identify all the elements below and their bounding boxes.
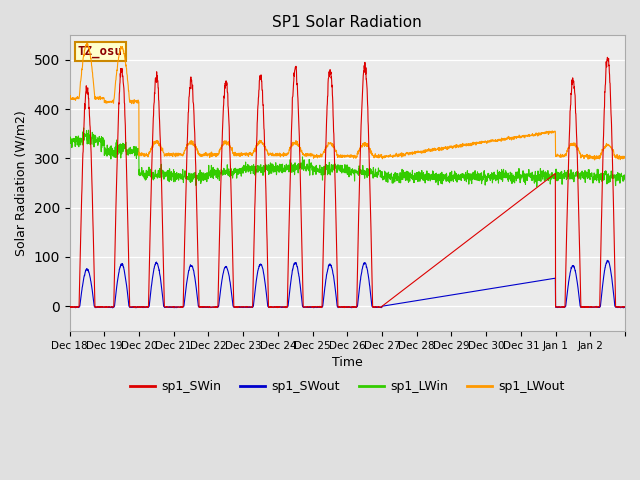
sp1_SWin xyxy=(614,304,621,310)
Y-axis label: Solar Radiation (W/m2): Solar Radiation (W/m2) xyxy=(15,110,28,256)
sp1_SWout xyxy=(241,304,249,310)
sp1_SWout xyxy=(515,281,522,287)
sp1_SWout xyxy=(122,274,129,280)
sp1_LWout xyxy=(614,156,621,161)
sp1_LWin xyxy=(614,173,621,179)
sp1_LWin xyxy=(241,167,249,172)
sp1_LWout xyxy=(515,134,522,140)
sp1_LWin xyxy=(122,144,129,149)
sp1_LWout xyxy=(381,154,388,160)
sp1_LWin xyxy=(621,176,628,182)
sp1_SWout xyxy=(614,305,621,311)
sp1_SWin xyxy=(121,117,129,122)
sp1_LWout xyxy=(241,150,249,156)
sp1_LWin xyxy=(66,137,74,143)
Title: SP1 Solar Radiation: SP1 Solar Radiation xyxy=(273,15,422,30)
sp1_SWin xyxy=(66,304,74,310)
sp1_SWin xyxy=(621,304,628,310)
Line: sp1_LWin: sp1_LWin xyxy=(70,128,625,187)
Text: TZ_osu: TZ_osu xyxy=(78,45,123,58)
sp1_LWin xyxy=(546,174,554,180)
sp1_SWout xyxy=(109,305,116,311)
sp1_SWin xyxy=(515,199,522,204)
sp1_SWin xyxy=(381,301,388,307)
sp1_SWin xyxy=(282,305,290,311)
X-axis label: Time: Time xyxy=(332,356,363,369)
sp1_SWin xyxy=(546,175,554,180)
sp1_LWin xyxy=(515,174,522,180)
sp1_LWout xyxy=(591,157,598,163)
sp1_LWout xyxy=(122,60,129,65)
Line: sp1_SWin: sp1_SWin xyxy=(70,57,625,308)
sp1_SWout xyxy=(546,276,554,282)
sp1_LWout xyxy=(66,96,74,102)
sp1_LWin xyxy=(533,184,541,190)
sp1_SWout xyxy=(604,257,611,263)
sp1_SWin xyxy=(241,304,249,310)
Line: sp1_SWout: sp1_SWout xyxy=(70,260,625,308)
sp1_LWout xyxy=(621,154,628,159)
sp1_SWin xyxy=(604,54,611,60)
sp1_LWin xyxy=(381,168,388,174)
sp1_LWin xyxy=(80,125,88,131)
sp1_LWout xyxy=(83,40,91,46)
sp1_SWout xyxy=(381,303,388,309)
sp1_LWout xyxy=(546,129,554,134)
Legend: sp1_SWin, sp1_SWout, sp1_LWin, sp1_LWout: sp1_SWin, sp1_SWout, sp1_LWin, sp1_LWout xyxy=(125,375,570,398)
Line: sp1_LWout: sp1_LWout xyxy=(70,43,625,160)
sp1_SWout xyxy=(66,304,74,310)
sp1_SWout xyxy=(621,304,628,310)
